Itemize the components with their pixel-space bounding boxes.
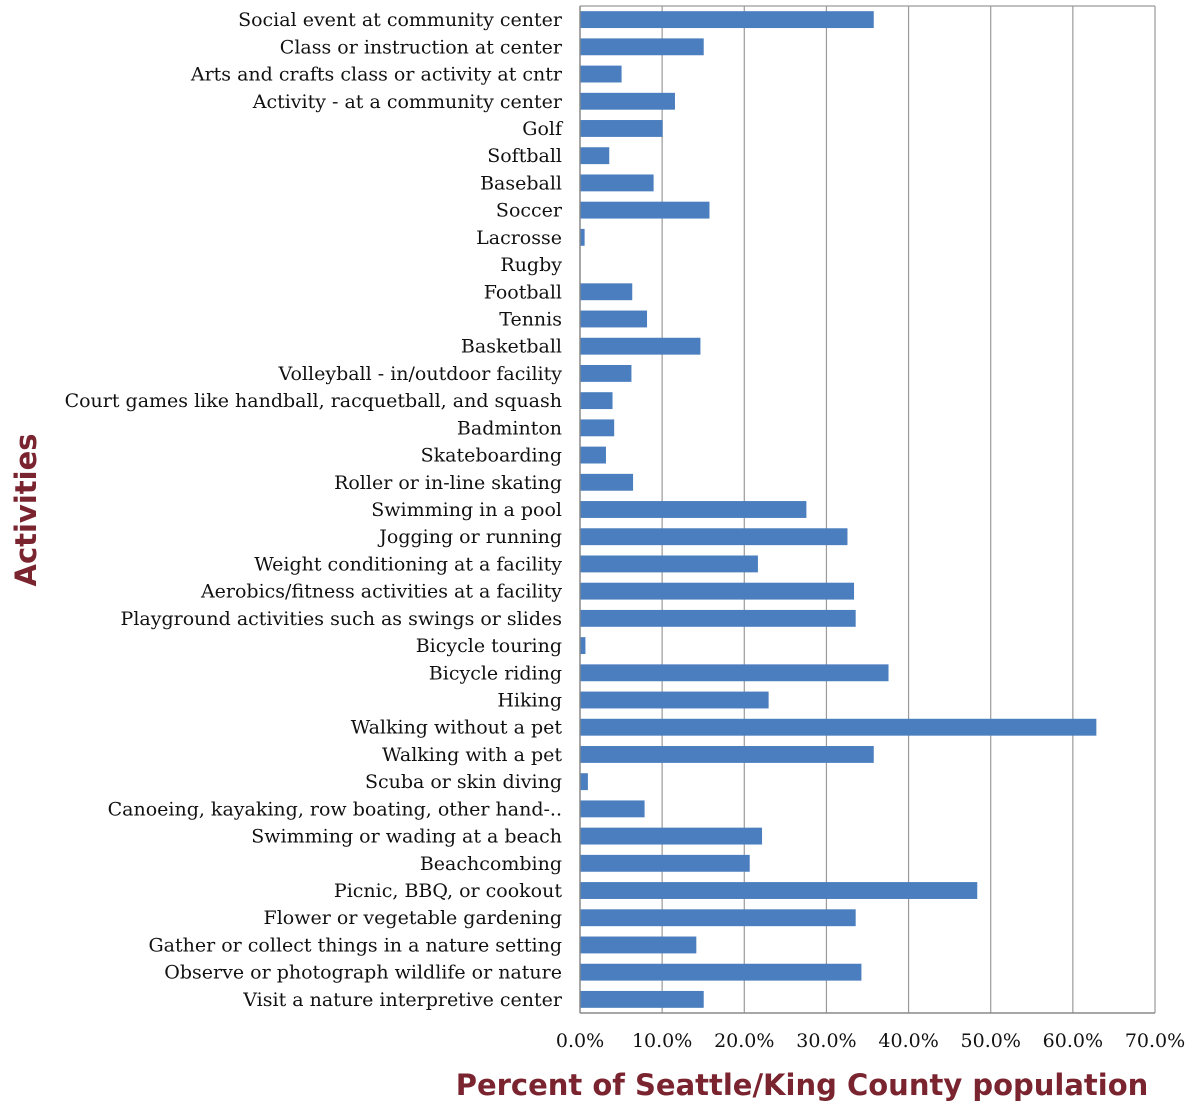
category-label: Bicycle riding [429, 662, 562, 684]
bar [580, 963, 862, 981]
category-label: Swimming in a pool [371, 499, 562, 521]
category-label: Volleyball - in/outdoor facility [278, 363, 563, 385]
category-labels: Social event at community center Class or… [65, 9, 564, 1011]
category-label: Social event at community center [238, 9, 563, 31]
x-tick-label: 20.0% [714, 1030, 774, 1052]
bar [580, 664, 889, 682]
bar [580, 419, 615, 437]
bar [580, 92, 675, 110]
category-label: Rugby [500, 254, 562, 276]
category-label: Aerobics/fitness activities at a facilit… [200, 581, 562, 603]
category-label: Activity - at a community center [252, 91, 563, 113]
bar [580, 691, 769, 709]
bars [580, 11, 1097, 1008]
bar [580, 147, 610, 165]
category-label: Bicycle touring [416, 635, 562, 657]
bar [580, 936, 697, 954]
bar [580, 174, 654, 192]
x-tick-label: 0.0% [556, 1030, 604, 1052]
category-label: Hiking [497, 690, 562, 712]
bar [580, 501, 807, 518]
category-label: Roller or in-line skating [334, 472, 562, 494]
x-tick-label: 10.0% [632, 1030, 692, 1052]
category-label: Gather or collect things in a nature set… [148, 934, 562, 956]
bar [580, 283, 633, 301]
category-label: Lacrosse [476, 227, 562, 249]
category-label: Walking with a pet [382, 744, 562, 766]
bar [580, 392, 613, 410]
bar [580, 228, 585, 246]
category-label: Beachcombing [420, 853, 562, 875]
bar [580, 990, 704, 1008]
bar [580, 909, 856, 927]
category-label: Walking without a pet [351, 717, 563, 739]
category-label: Court games like handball, racquetball, … [65, 390, 562, 412]
category-label: Picnic, BBQ, or cookout [334, 880, 562, 902]
category-label: Golf [522, 118, 564, 140]
category-label: Arts and crafts class or activity at cnt… [190, 64, 563, 86]
y-axis-title: Activities [9, 433, 43, 586]
bar [580, 800, 645, 818]
category-label: Softball [487, 145, 562, 167]
x-tick-label: 30.0% [796, 1030, 856, 1052]
bar [580, 120, 663, 137]
bar [580, 446, 606, 464]
bar [580, 827, 763, 845]
category-label: Observe or photograph wildlife or nature [164, 962, 562, 984]
x-axis-title: Percent of Seattle/King County populatio… [456, 1068, 1149, 1101]
bar [580, 582, 855, 600]
bar [580, 337, 701, 355]
bar [580, 854, 750, 872]
plot-frame [579, 5, 1155, 1014]
category-label: Basketball [461, 336, 562, 358]
category-label: Skateboarding [421, 445, 562, 467]
bar [580, 364, 632, 382]
x-tick-label: 70.0% [1125, 1030, 1185, 1052]
x-tick-label: 40.0% [878, 1030, 938, 1052]
category-label: Flower or vegetable gardening [264, 907, 562, 929]
category-label: Baseball [480, 172, 562, 194]
bar [580, 773, 588, 791]
category-label: Playground activities such as swings or … [121, 608, 562, 630]
category-label: Canoeing, kayaking, row boating, other h… [108, 798, 562, 820]
category-label: Badminton [457, 417, 562, 439]
category-label: Tennis [499, 308, 562, 330]
bar [580, 718, 1097, 736]
category-label: Swimming or wading at a beach [251, 826, 562, 848]
category-label: Scuba or skin diving [365, 771, 562, 793]
x-tick-label: 60.0% [1043, 1030, 1103, 1052]
bar [580, 310, 648, 328]
category-label: Football [484, 281, 562, 303]
x-tick-label: 50.0% [961, 1030, 1021, 1052]
x-tick-labels: 0.0% 10.0% 20.0% 30.0% 40.0% 50.0% 60.0% 70.0% [556, 1030, 1185, 1052]
bar [580, 609, 856, 627]
category-label: Soccer [496, 200, 563, 222]
bar [580, 65, 622, 83]
category-label: Jogging or running [377, 526, 562, 548]
bar [580, 528, 848, 546]
bar [580, 201, 710, 219]
bar [580, 882, 978, 899]
bar [580, 38, 704, 56]
bar [580, 637, 586, 655]
bar [580, 11, 874, 29]
bar [580, 746, 874, 763]
bar [580, 473, 634, 491]
category-label: Class or instruction at center [280, 36, 563, 58]
bar [580, 555, 758, 573]
category-label: Weight conditioning at a facility [254, 553, 562, 575]
category-label: Visit a nature interpretive center [242, 989, 563, 1011]
